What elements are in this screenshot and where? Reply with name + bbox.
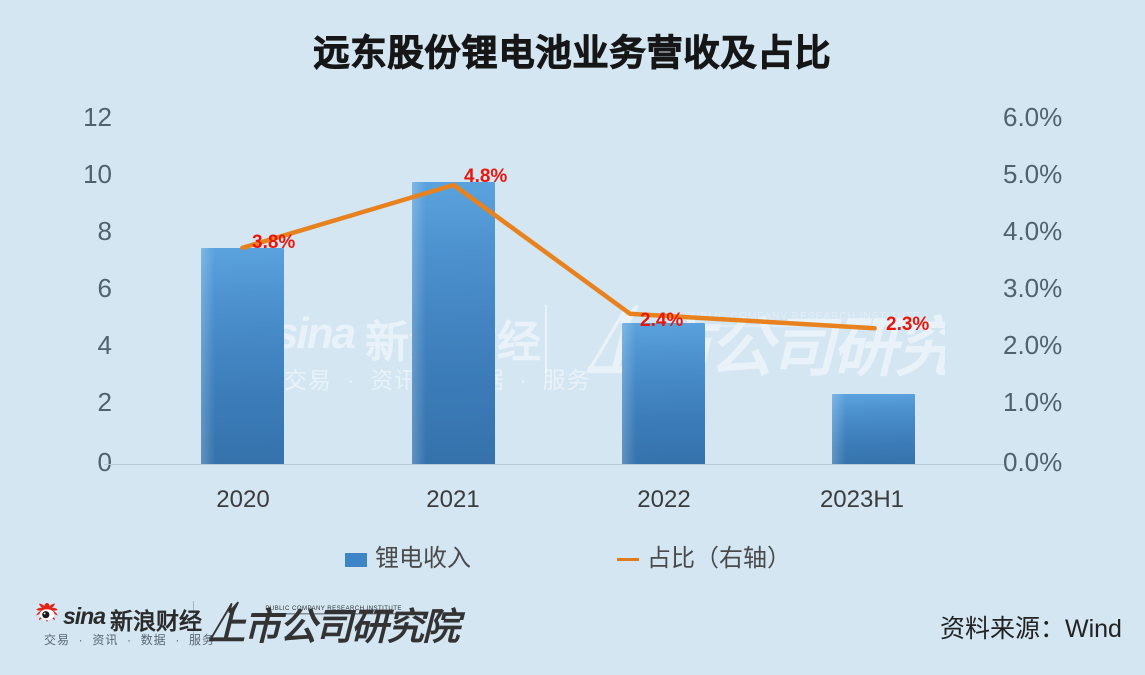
svg-text:PUBLIC COMPANY RESEARCH INSTIT: PUBLIC COMPANY RESEARCH INSTITUTE bbox=[265, 605, 402, 612]
